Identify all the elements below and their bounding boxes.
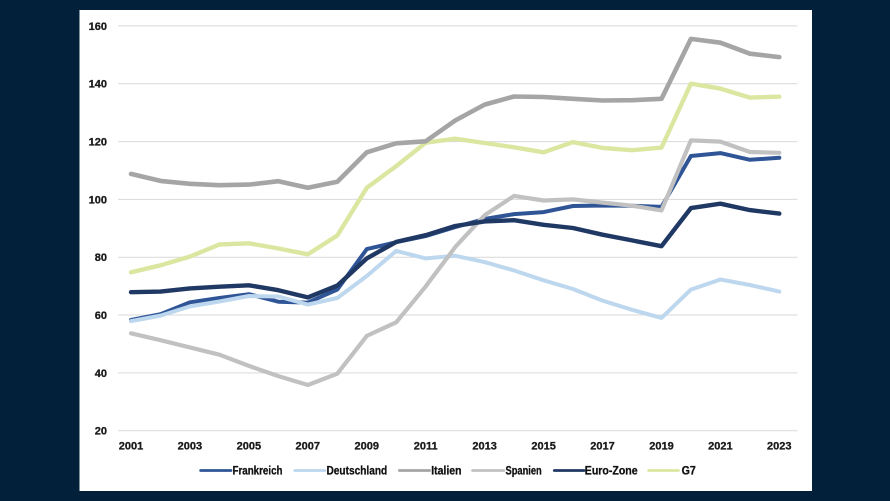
svg-text:60: 60 (95, 310, 107, 322)
svg-text:2023: 2023 (767, 441, 791, 453)
svg-text:2019: 2019 (649, 441, 673, 453)
svg-text:120: 120 (89, 137, 107, 149)
svg-text:2001: 2001 (119, 441, 143, 453)
svg-text:2009: 2009 (355, 441, 379, 453)
svg-text:20: 20 (95, 426, 107, 438)
svg-text:Italien: Italien (431, 465, 461, 477)
svg-text:G7: G7 (682, 465, 696, 477)
svg-text:Frankreich: Frankreich (233, 465, 283, 477)
svg-text:140: 140 (89, 79, 107, 91)
svg-text:2003: 2003 (178, 441, 202, 453)
svg-text:100: 100 (89, 194, 107, 206)
svg-text:2013: 2013 (472, 441, 496, 453)
svg-text:Euro-Zone: Euro-Zone (585, 465, 638, 477)
svg-text:2005: 2005 (237, 441, 261, 453)
svg-text:2011: 2011 (414, 441, 438, 453)
svg-text:40: 40 (95, 368, 107, 380)
svg-text:2017: 2017 (590, 441, 614, 453)
svg-text:Deutschland: Deutschland (327, 465, 388, 477)
svg-text:Spanien: Spanien (506, 465, 542, 477)
svg-text:2015: 2015 (531, 441, 555, 453)
svg-text:80: 80 (95, 252, 107, 264)
svg-text:2007: 2007 (296, 441, 320, 453)
svg-text:2021: 2021 (708, 441, 732, 453)
svg-text:160: 160 (89, 21, 107, 33)
